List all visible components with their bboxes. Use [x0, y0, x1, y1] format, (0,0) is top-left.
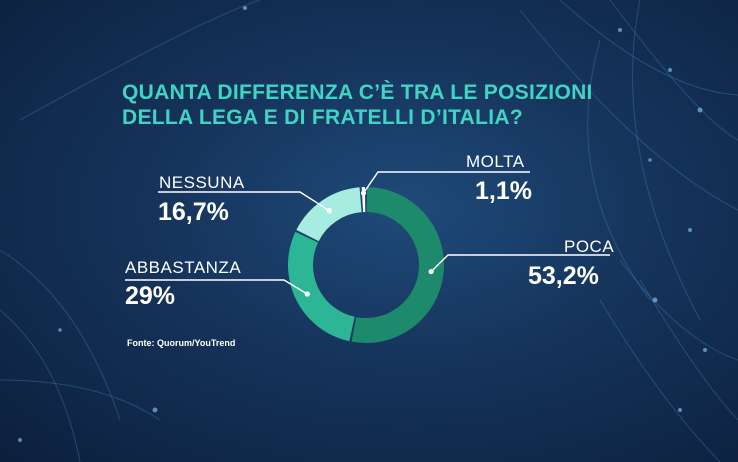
- leader-line-abbastanza: [125, 279, 308, 295]
- label-molta-category: MOLTA: [466, 152, 525, 171]
- slice-nessuna: [296, 187, 362, 242]
- label-nessuna-value: 16,7%: [158, 198, 229, 226]
- leader-line-nessuna: [158, 191, 330, 212]
- leader-line-molta: [362, 171, 530, 194]
- label-molta-value: 1,1%: [475, 177, 532, 205]
- source-note: Fonte: Quorum/YouTrend: [127, 338, 236, 348]
- chart-title-line-1: QUANTA DIFFERENZA C’È TRA LE POSIZIONI: [122, 81, 593, 104]
- label-poca-category: POCA: [564, 237, 615, 256]
- label-abbastanza-value: 29%: [125, 282, 176, 310]
- leader-dot-abbastanza: [304, 291, 310, 297]
- label-abbastanza-category: ABBASTANZA: [125, 258, 242, 277]
- leader-dot-poca: [428, 268, 434, 275]
- leader-dot-molta: [360, 190, 367, 196]
- label-nessuna-category: NESSUNA: [159, 173, 245, 192]
- leader-dot-nessuna: [326, 208, 332, 214]
- leader-line-poca: [430, 254, 610, 273]
- slice-abbastanza: [288, 231, 355, 342]
- slice-poca: [351, 187, 444, 343]
- chart-title-line-2: DELLA LEGA E DI FRATELLI D’ITALIA?: [122, 106, 523, 129]
- label-poca-value: 53,2%: [528, 262, 599, 290]
- chart-title: QUANTA DIFFERENZA C’È TRA LE POSIZIONI D…: [122, 80, 642, 130]
